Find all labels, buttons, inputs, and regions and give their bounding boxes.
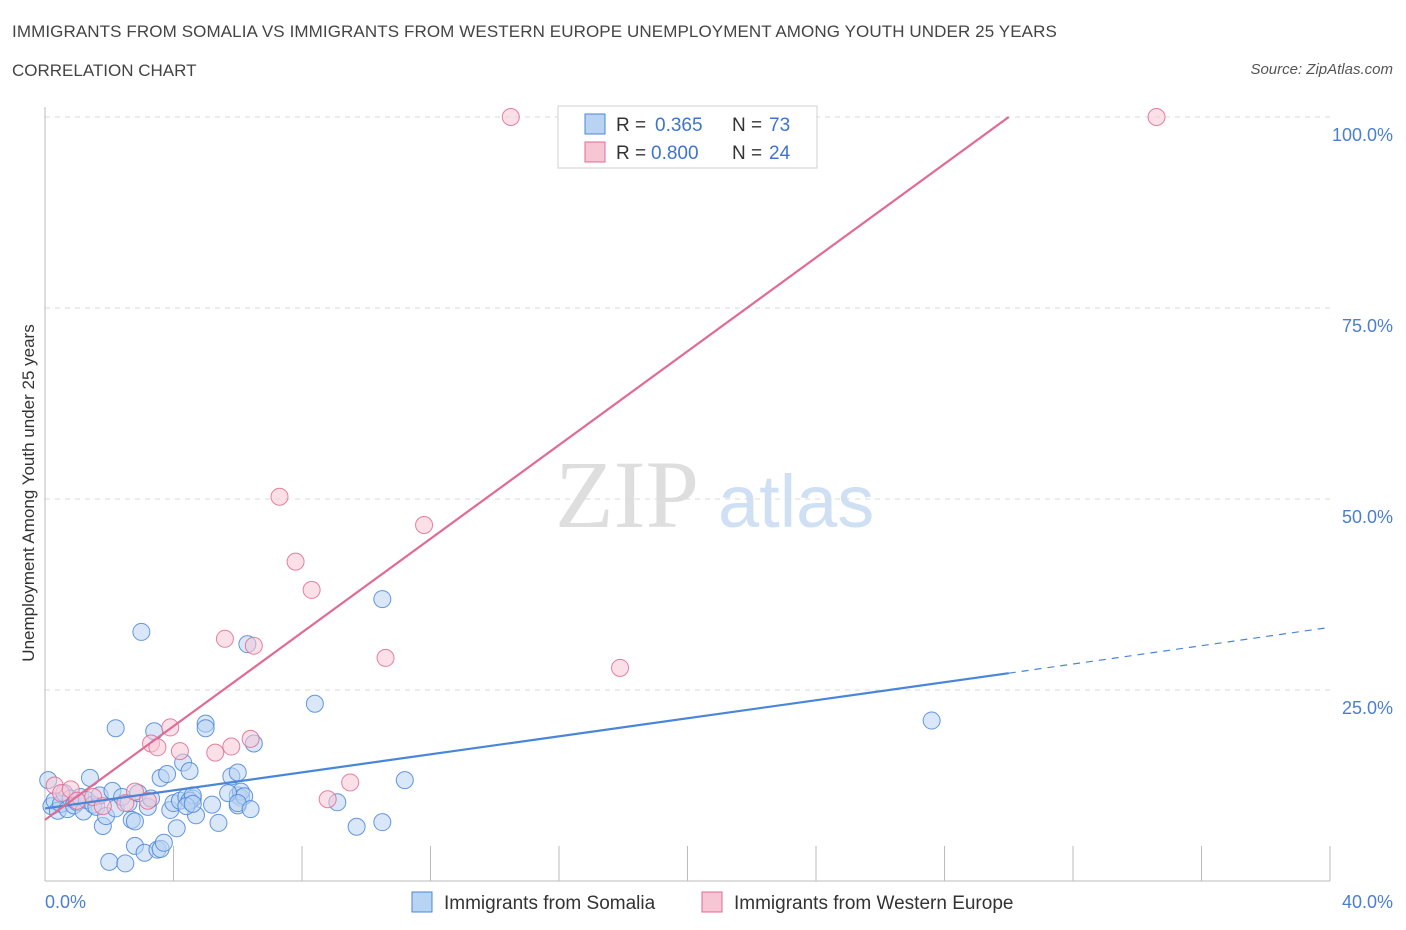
data-point: [341, 773, 360, 792]
bottom-legend-swatch-somalia: [411, 891, 433, 913]
watermark-atlas: atlas: [718, 460, 874, 543]
axes: [44, 107, 1331, 882]
data-point: [347, 817, 366, 836]
trend-line-somalia: [44, 672, 1009, 810]
tick-labels: 25.0% 50.0% 75.0% 100.0% 0.0% 40.0%: [45, 125, 1393, 912]
data-point: [373, 813, 392, 832]
data-point: [318, 790, 337, 809]
data-point: [415, 515, 434, 534]
chart-title: IMMIGRANTS FROM SOMALIA VS IMMIGRANTS FR…: [12, 22, 1057, 41]
y-tick-label: 100.0%: [1332, 125, 1393, 145]
data-point: [167, 819, 186, 838]
data-point: [183, 794, 202, 813]
data-point: [222, 737, 241, 756]
legend-r-value-somalia: 0.365: [655, 115, 703, 136]
legend-swatch-western-europe: [584, 141, 606, 163]
data-point: [1147, 108, 1166, 126]
data-point: [922, 711, 941, 730]
legend-n-label-western-europe: N =: [732, 143, 762, 164]
data-point: [100, 852, 119, 871]
source-credit: Source: ZipAtlas.com: [1250, 61, 1393, 78]
data-point: [286, 552, 305, 571]
grid-lines: [45, 116, 1330, 691]
data-point: [196, 719, 215, 738]
data-point: [138, 791, 157, 810]
data-point: [241, 729, 260, 748]
series-legend: Immigrants from Somalia Immigrants from …: [411, 891, 1013, 914]
data-point: [270, 487, 289, 506]
data-point: [206, 743, 225, 762]
data-point: [611, 658, 630, 677]
data-point: [501, 108, 520, 126]
data-point: [302, 580, 321, 599]
chart-subtitle: CORRELATION CHART: [12, 61, 197, 80]
data-point: [241, 800, 260, 819]
data-point: [215, 629, 234, 648]
data-point: [203, 795, 222, 814]
data-point: [116, 854, 135, 873]
data-point: [132, 622, 151, 641]
data-point: [180, 761, 199, 780]
x-tick-label-max: 40.0%: [1342, 892, 1393, 912]
legend-r-value-western-europe: 0.800: [651, 143, 699, 164]
legend-swatch-somalia: [584, 113, 606, 135]
data-point: [125, 812, 144, 831]
watermark-zip: ZIP: [555, 441, 699, 548]
data-point: [228, 763, 247, 782]
series-western-europe-points: [45, 108, 1166, 816]
data-point: [373, 590, 392, 609]
legend-n-label-somalia: N =: [732, 115, 762, 136]
legend-r-label-western-europe: R =: [616, 143, 646, 164]
series-somalia-points: [39, 590, 941, 873]
trend-line-somalia-extension: [1008, 626, 1331, 674]
legend-r-label-somalia: R =: [616, 115, 646, 136]
trend-line-western-europe: [44, 116, 1010, 821]
bottom-legend-somalia: Immigrants from Somalia: [444, 893, 656, 914]
bottom-legend-swatch-western-europe: [701, 891, 723, 913]
y-tick-label: 75.0%: [1342, 316, 1393, 336]
bottom-legend-western-europe: Immigrants from Western Europe: [734, 893, 1013, 914]
data-point: [106, 719, 125, 738]
legend-n-value-somalia: 73: [769, 115, 790, 136]
y-tick-label: 50.0%: [1342, 507, 1393, 527]
data-point: [209, 813, 228, 832]
data-point: [395, 771, 414, 790]
data-point: [244, 636, 263, 655]
correlation-legend: R = 0.365 N = 73 R = 0.800 N = 24: [557, 105, 818, 169]
data-point: [170, 742, 189, 761]
data-point: [376, 648, 395, 667]
y-axis-label: Unemployment Among Youth under 25 years: [19, 324, 38, 661]
data-point: [305, 694, 324, 713]
y-tick-label: 25.0%: [1342, 698, 1393, 718]
trend-lines: [44, 116, 1331, 821]
legend-n-value-western-europe: 24: [769, 143, 791, 164]
data-point: [158, 765, 177, 784]
x-tick-label-min: 0.0%: [45, 892, 86, 912]
data-point: [154, 833, 173, 852]
